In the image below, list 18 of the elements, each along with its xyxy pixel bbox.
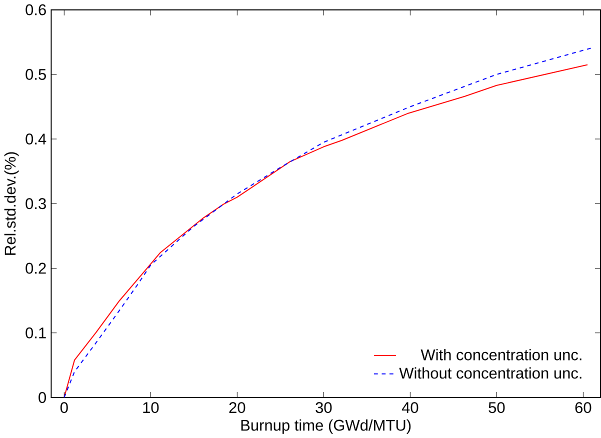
x-tick-label: 20 bbox=[229, 402, 246, 414]
y-tick-label: 0.4 bbox=[26, 133, 46, 144]
x-tick-label: 30 bbox=[316, 402, 332, 414]
x-tick-label: 50 bbox=[488, 402, 505, 414]
y-axis-title: Rel.std.dev.(%) bbox=[4, 152, 19, 255]
y-tick-label: 0.5 bbox=[26, 68, 46, 80]
x-tick-label: 0 bbox=[60, 402, 68, 414]
y-tick-label: 0 bbox=[38, 392, 46, 403]
x-tick-label: 60 bbox=[575, 402, 592, 414]
x-tick-label: 40 bbox=[402, 402, 418, 414]
x-tick-label: 10 bbox=[143, 402, 159, 414]
legend-label: With concentration unc. bbox=[420, 348, 582, 360]
y-tick-label: 0.2 bbox=[26, 262, 46, 274]
y-tick-label: 0.6 bbox=[26, 4, 46, 16]
legend-label: Without concentration unc. bbox=[399, 367, 582, 379]
y-tick-label: 0.1 bbox=[26, 327, 46, 338]
x-axis-title: Burnup time (GWd/MTU) bbox=[241, 419, 411, 434]
y-tick-label: 0.3 bbox=[26, 198, 46, 210]
